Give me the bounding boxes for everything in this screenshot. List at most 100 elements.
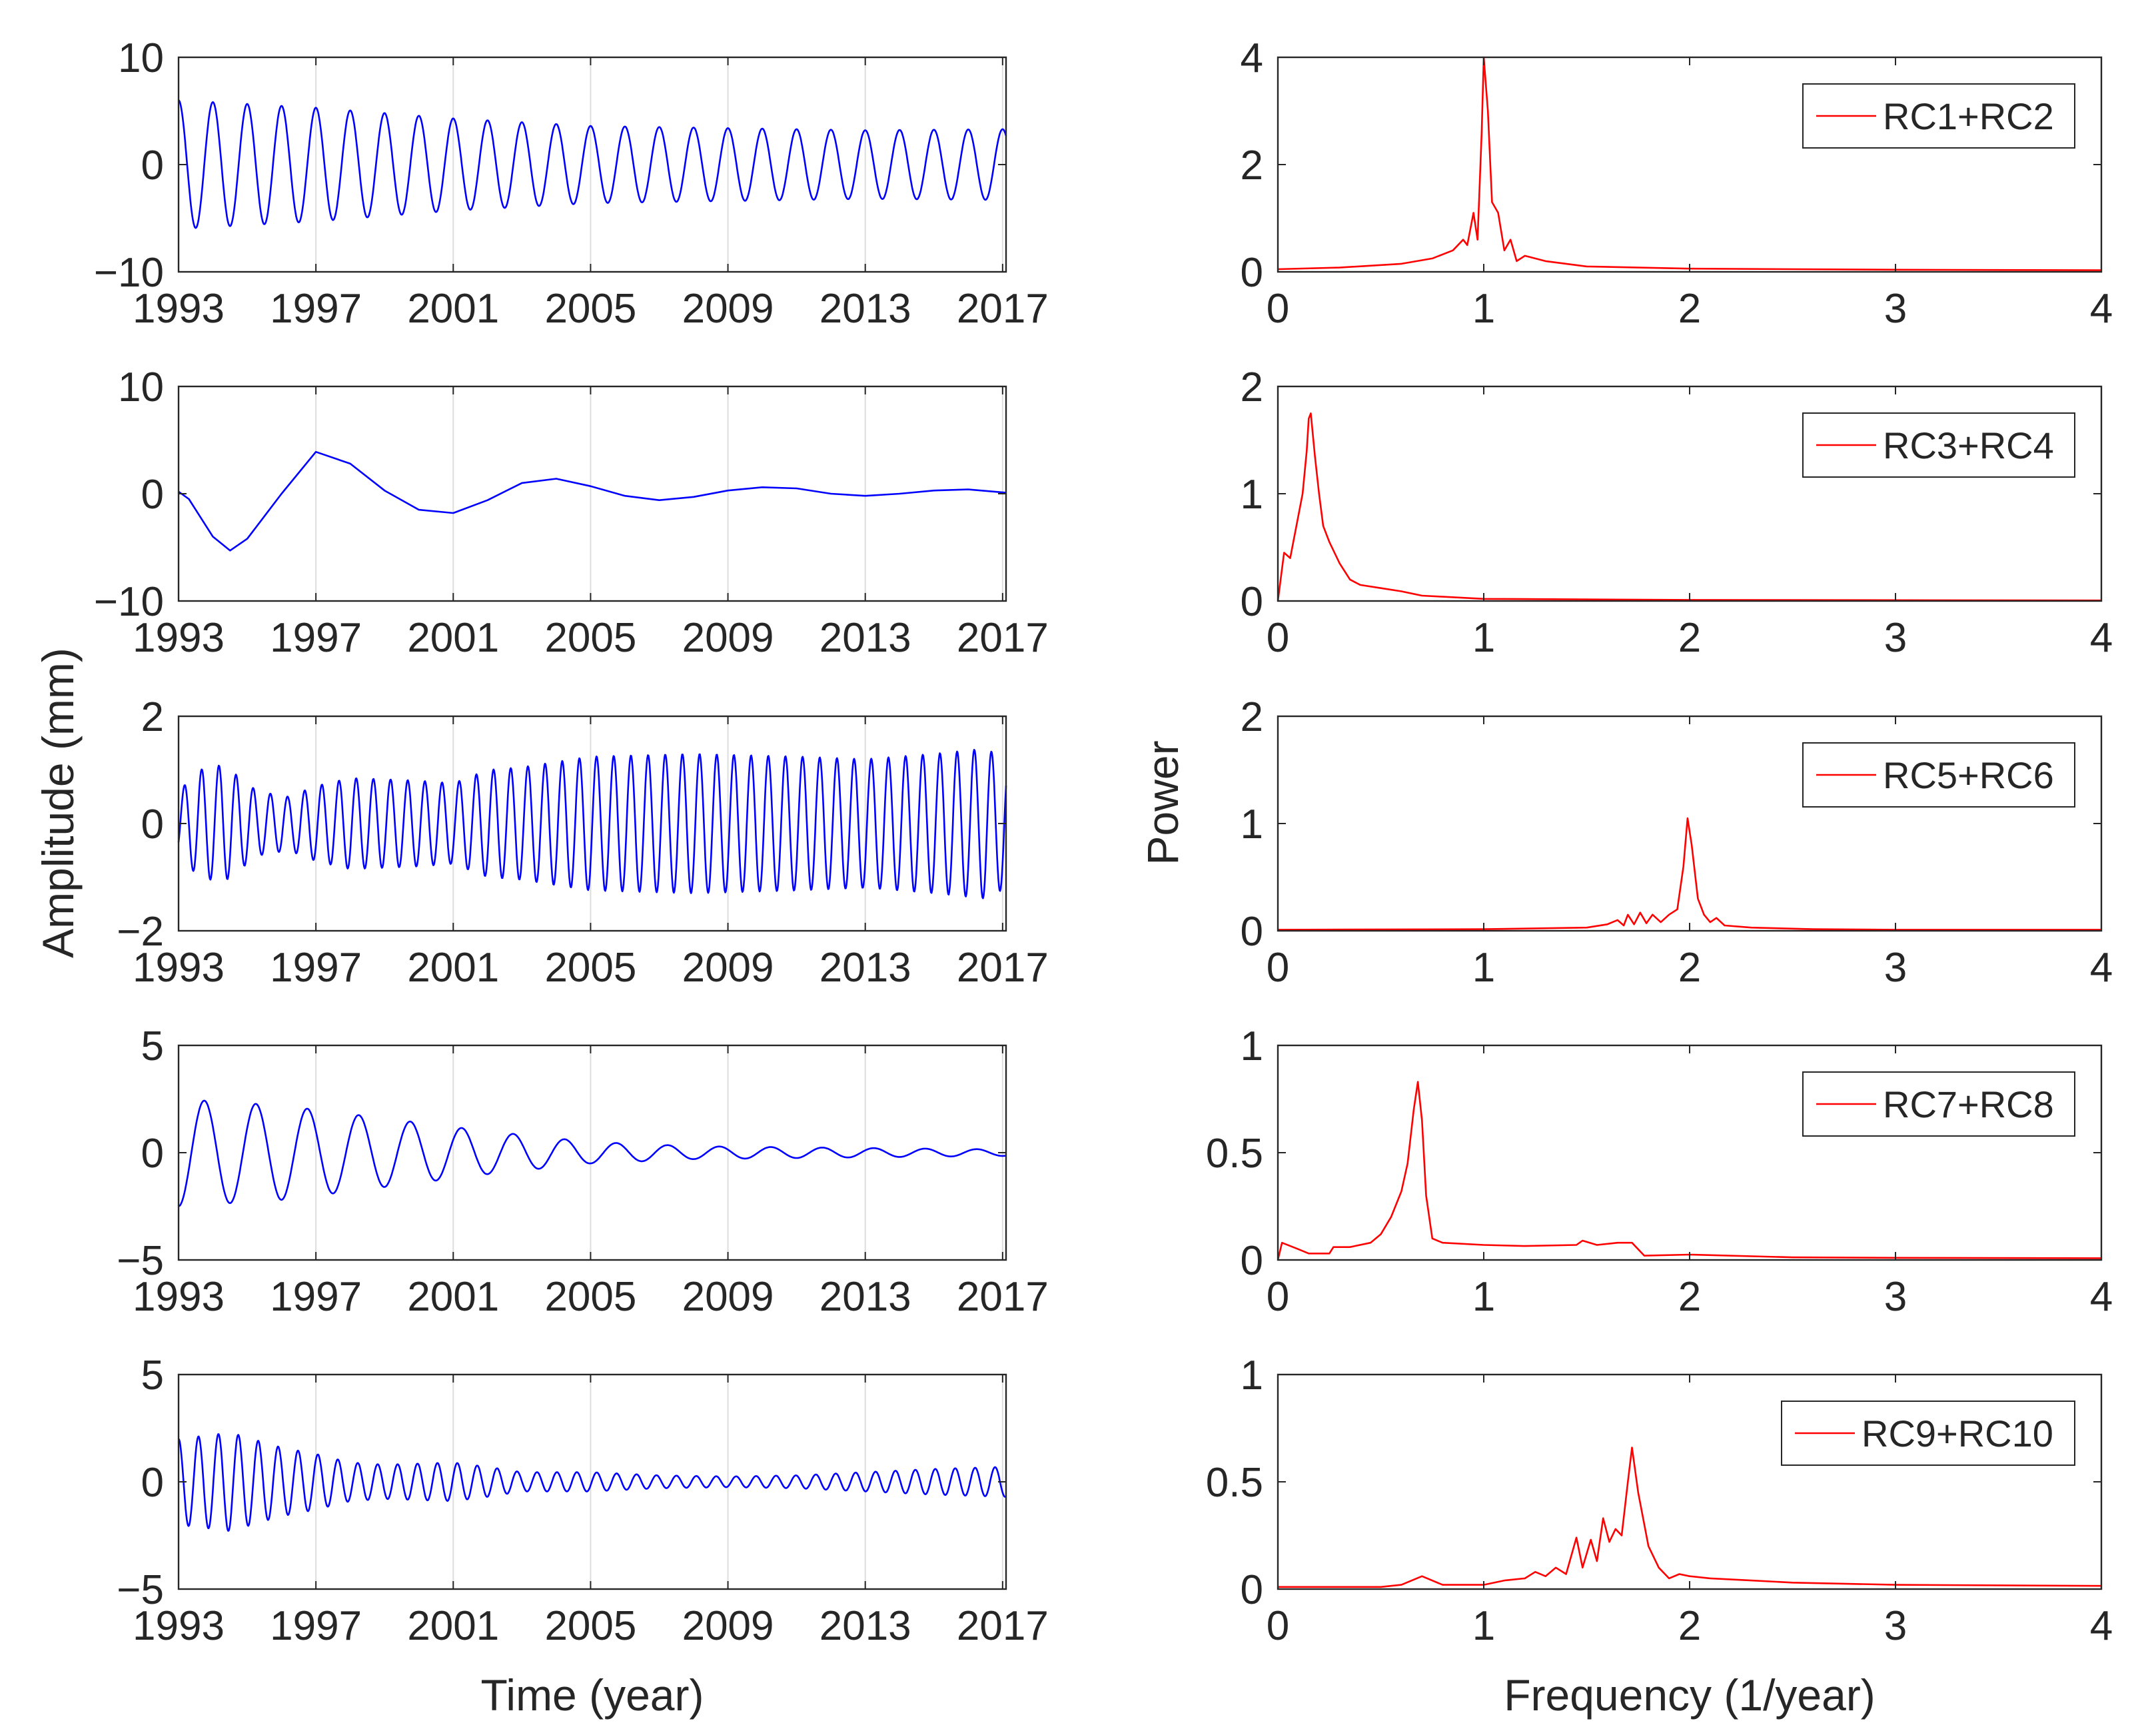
y-tick-label: 10 <box>118 364 164 410</box>
x-tick-label: 2001 <box>407 1274 499 1320</box>
panel-spectrum-1: 0 1 2 3 4 0 2 4 RC1+RC2 <box>1241 35 2113 332</box>
y-tick-label: −5 <box>117 1238 164 1284</box>
x-tick-label: 2 <box>1678 1274 1701 1320</box>
series-line <box>178 1099 1007 1207</box>
series-line <box>178 450 1007 552</box>
x-tick-label: 1997 <box>270 286 362 332</box>
y-tick-label: 0 <box>141 1131 164 1177</box>
x-tick-label: 1993 <box>133 945 225 991</box>
x-tick-label: 0 <box>1267 945 1289 991</box>
x-tick-label: 1 <box>1472 945 1495 991</box>
y-tick-label: 0 <box>1241 579 1263 625</box>
x-tick-label: 2009 <box>682 1603 774 1649</box>
y-tick-label: 0.5 <box>1206 1131 1263 1177</box>
left-y-axis-label: Amplitude (mm) <box>33 648 83 958</box>
y-tick-label: 5 <box>141 1023 164 1069</box>
panel-time-5: 1993 1997 2001 2005 2009 2013 2017 −5 0 5 Time (ye… <box>117 1353 1049 1720</box>
x-axis-label: Frequency (1/year) <box>1504 1670 1876 1720</box>
x-tick-label: 2009 <box>682 286 774 332</box>
legend-label: RC5+RC6 <box>1883 754 2054 796</box>
y-tick-label: −5 <box>117 1567 164 1613</box>
panel-time-1: 1993 1997 2001 2005 2009 2013 2017 −10 0 10 <box>94 35 1049 332</box>
legend-label: RC7+RC8 <box>1883 1083 2054 1125</box>
y-tick-label: 0 <box>1241 250 1263 296</box>
x-tick-label: 4 <box>2090 945 2113 991</box>
panel-time-2: 1993 1997 2001 2005 2009 2013 2017 −10 0 10 <box>94 364 1049 661</box>
series-line <box>178 1433 1007 1532</box>
x-tick-label: 2005 <box>544 286 636 332</box>
y-tick-label: 0 <box>141 1460 164 1506</box>
x-axis-label: Time (year) <box>481 1670 704 1720</box>
x-tick-label: 1997 <box>270 1603 362 1649</box>
plot-area <box>179 57 1006 272</box>
x-tick-label: 1993 <box>133 615 225 661</box>
y-tick-label: 2 <box>1241 364 1263 410</box>
legend-label: RC3+RC4 <box>1883 424 2054 466</box>
y-tick-label: 4 <box>1241 35 1263 81</box>
x-tick-label: 2009 <box>682 1274 774 1320</box>
x-tick-label: 1997 <box>270 615 362 661</box>
x-tick-label: 1 <box>1472 1274 1495 1320</box>
y-tick-label: −10 <box>94 250 164 296</box>
x-tick-label: 2001 <box>407 1603 499 1649</box>
x-tick-label: 2013 <box>819 615 911 661</box>
panel-spectrum-5: 0 1 2 3 4 0 0.5 1 RC9+RC10 Frequency (1/year) <box>1206 1353 2113 1720</box>
y-tick-label: 0 <box>141 143 164 189</box>
x-tick-label: 2 <box>1678 1603 1701 1649</box>
y-tick-label: 1 <box>1241 1023 1263 1069</box>
x-tick-label: 0 <box>1267 286 1289 332</box>
panel-spectrum-3: 0 1 2 3 4 0 1 2 RC5+RC6 <box>1241 694 2113 991</box>
x-tick-label: 2 <box>1678 286 1701 332</box>
x-tick-label: 2009 <box>682 945 774 991</box>
panel-spectrum-4: 0 1 2 3 4 0 0.5 1 RC7+RC8 <box>1206 1023 2113 1320</box>
x-tick-label: 2005 <box>544 1274 636 1320</box>
legend-label: RC1+RC2 <box>1883 95 2054 137</box>
x-tick-label: 2017 <box>957 945 1049 991</box>
y-tick-label: 1 <box>1241 472 1263 518</box>
x-tick-label: 1997 <box>270 945 362 991</box>
x-tick-label: 2013 <box>819 1274 911 1320</box>
right-y-axis-label: Power <box>1138 740 1187 865</box>
series-line <box>1277 1081 2102 1261</box>
legend: RC7+RC8 <box>1802 1071 2075 1137</box>
y-tick-label: 0 <box>1241 1567 1263 1613</box>
x-tick-label: 2001 <box>407 945 499 991</box>
x-tick-label: 3 <box>1884 1274 1907 1320</box>
legend: RC9+RC10 <box>1781 1401 2075 1466</box>
y-tick-label: 0 <box>1241 1238 1263 1284</box>
legend: RC1+RC2 <box>1802 83 2075 149</box>
legend: RC3+RC4 <box>1802 412 2075 478</box>
x-tick-label: 2017 <box>957 1603 1049 1649</box>
x-tick-label: 2001 <box>407 286 499 332</box>
y-tick-label: 0 <box>141 472 164 518</box>
x-tick-label: 3 <box>1884 615 1907 661</box>
x-tick-label: 2013 <box>819 945 911 991</box>
x-tick-label: 2001 <box>407 615 499 661</box>
x-tick-label: 1 <box>1472 1603 1495 1649</box>
x-tick-label: 2009 <box>682 615 774 661</box>
x-tick-label: 4 <box>2090 286 2113 332</box>
y-tick-label: 2 <box>1241 694 1263 740</box>
y-tick-label: 2 <box>141 694 164 740</box>
x-tick-label: 0 <box>1267 1603 1289 1649</box>
x-tick-label: 2013 <box>819 1603 911 1649</box>
series-line <box>1277 56 2102 271</box>
x-tick-label: 0 <box>1267 615 1289 661</box>
x-tick-label: 2005 <box>544 1603 636 1649</box>
x-tick-label: 2 <box>1678 615 1701 661</box>
legend: RC5+RC6 <box>1802 742 2075 808</box>
y-tick-label: 1 <box>1241 802 1263 848</box>
legend-label: RC9+RC10 <box>1862 1413 2053 1454</box>
y-tick-label: 0.5 <box>1206 1460 1263 1506</box>
series-line <box>178 99 1007 229</box>
x-tick-label: 3 <box>1884 945 1907 991</box>
x-tick-label: 2017 <box>957 1274 1049 1320</box>
y-tick-label: 2 <box>1241 143 1263 189</box>
x-tick-label: 2017 <box>957 615 1049 661</box>
x-tick-label: 2 <box>1678 945 1701 991</box>
panel-time-3: 1993 1997 2001 2005 2009 2013 2017 −2 0 2 <box>117 694 1049 991</box>
y-tick-label: −10 <box>94 579 164 625</box>
x-tick-label: 3 <box>1884 286 1907 332</box>
x-tick-label: 1993 <box>133 286 225 332</box>
